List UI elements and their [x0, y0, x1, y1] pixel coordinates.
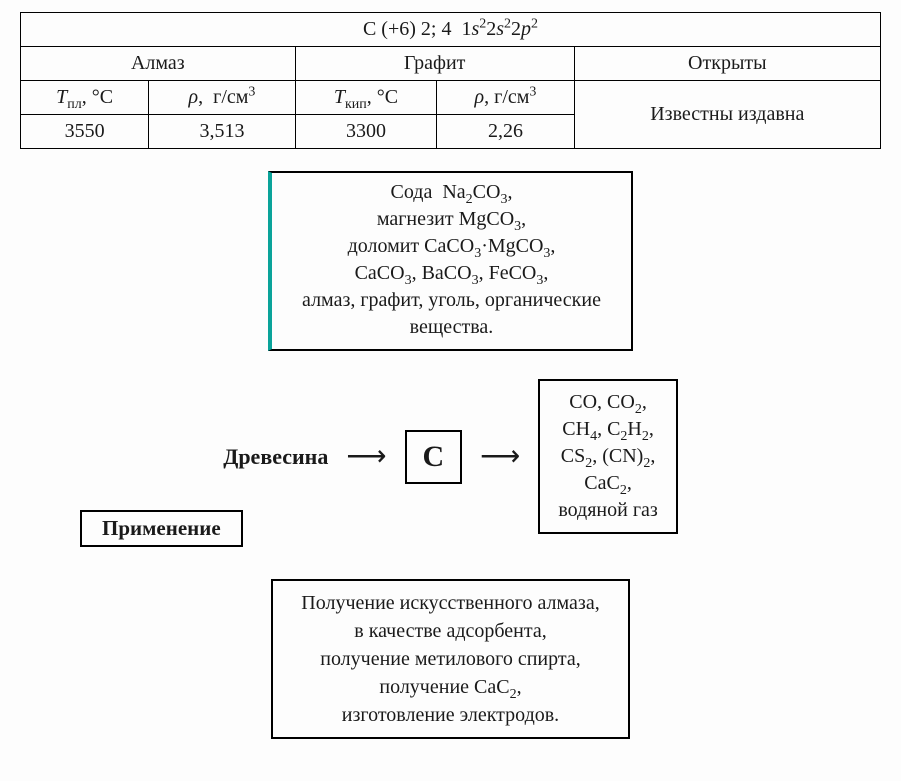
- application-label: Применение: [80, 510, 243, 547]
- density2-label: ρ, г/см3: [437, 81, 574, 115]
- tmelt-label: Tпл, °C: [21, 81, 149, 115]
- arrow-icon: ⟶: [346, 443, 386, 471]
- applications-box: Получение искусственного алмаза,в качест…: [271, 579, 629, 739]
- tboil-value: 3300: [295, 115, 437, 149]
- properties-table: C (+6) 2; 4 1s22s22p2 Алмаз Графит Откры…: [20, 12, 881, 149]
- known-since-cell: Известны издавна: [574, 81, 880, 149]
- wood-label: Древесина: [223, 444, 328, 470]
- graphite-header: Графит: [295, 47, 574, 81]
- density1-value: 3,513: [149, 115, 295, 149]
- element-box: C: [405, 430, 463, 484]
- minerals-box: Сода Na2CO3,магнезит MgCO3,доломит CaCO3…: [268, 171, 633, 351]
- tmelt-value: 3550: [21, 115, 149, 149]
- density1-label: ρ, г/см3: [149, 81, 295, 115]
- element-config-cell: C (+6) 2; 4 1s22s22p2: [21, 13, 881, 47]
- diamond-header: Алмаз: [21, 47, 296, 81]
- tboil-label: Tкип, °C: [295, 81, 437, 115]
- density2-value: 2,26: [437, 115, 574, 149]
- compounds-box: CO, CO2,CH4, C2H2,CS2, (CN)2,CaC2,водяно…: [538, 379, 678, 534]
- discovered-header: Открыты: [574, 47, 880, 81]
- arrow-icon: ⟶: [480, 443, 520, 471]
